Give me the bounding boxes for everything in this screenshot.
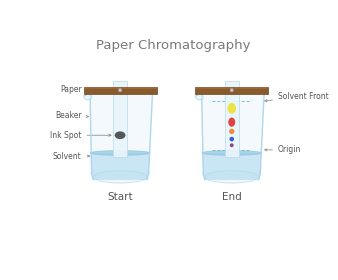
Ellipse shape	[115, 131, 125, 139]
Ellipse shape	[230, 137, 234, 141]
Ellipse shape	[119, 89, 122, 92]
Ellipse shape	[202, 151, 262, 155]
Ellipse shape	[229, 129, 235, 134]
Ellipse shape	[196, 94, 203, 100]
Text: Solvent: Solvent	[53, 151, 90, 160]
FancyBboxPatch shape	[195, 87, 268, 89]
Ellipse shape	[93, 171, 147, 183]
Text: Origin: Origin	[265, 145, 301, 154]
Text: End: End	[222, 192, 242, 202]
Text: Solvent Front: Solvent Front	[265, 92, 329, 102]
Text: Paper Chromatography: Paper Chromatography	[96, 39, 250, 52]
FancyBboxPatch shape	[83, 87, 157, 94]
Ellipse shape	[230, 143, 234, 147]
Bar	[113, 81, 127, 157]
Text: Paper: Paper	[60, 85, 115, 94]
Ellipse shape	[230, 89, 233, 92]
Text: Ink Spot: Ink Spot	[50, 131, 111, 140]
FancyBboxPatch shape	[195, 87, 268, 94]
Ellipse shape	[227, 103, 236, 114]
FancyBboxPatch shape	[83, 87, 157, 89]
Bar	[225, 81, 239, 157]
Polygon shape	[90, 153, 150, 180]
Ellipse shape	[90, 151, 150, 155]
Ellipse shape	[84, 94, 92, 100]
Polygon shape	[202, 153, 262, 180]
Polygon shape	[90, 95, 152, 180]
Text: Beaker: Beaker	[55, 111, 88, 120]
Ellipse shape	[205, 171, 259, 183]
Polygon shape	[202, 95, 264, 180]
Text: Start: Start	[107, 192, 133, 202]
Ellipse shape	[228, 118, 235, 127]
